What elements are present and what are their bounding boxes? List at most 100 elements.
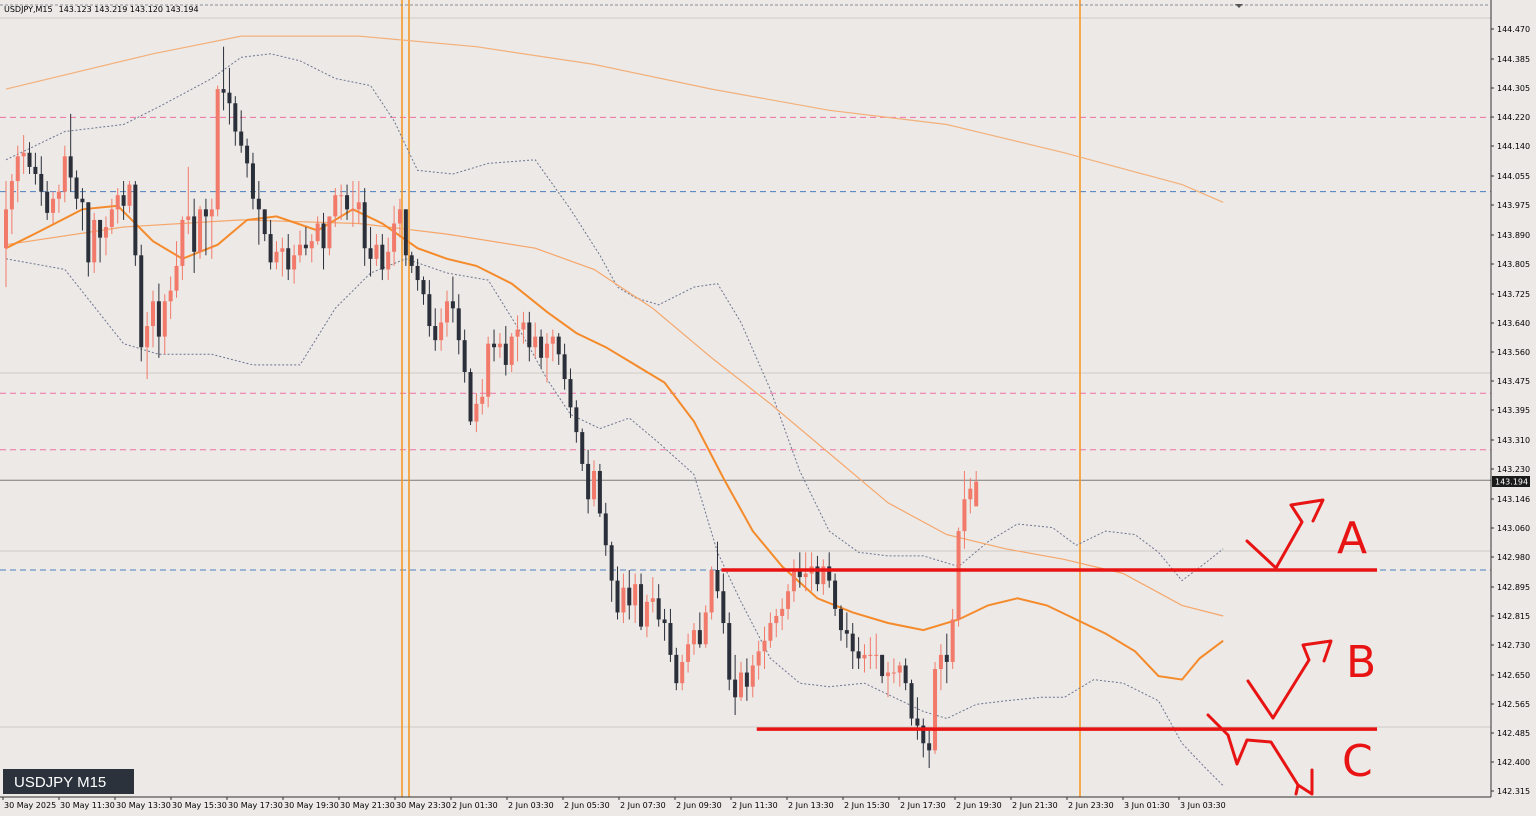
- candle-bearish: [580, 432, 585, 464]
- candle-bullish: [644, 601, 649, 627]
- candle-bullish: [521, 322, 526, 330]
- price-tick-label: 144.470: [1497, 25, 1530, 34]
- candle-bearish: [574, 407, 579, 433]
- candle-bearish: [462, 340, 467, 372]
- candles: [4, 46, 979, 769]
- candle-bearish: [586, 463, 591, 500]
- candle-bearish: [133, 184, 138, 256]
- scenario-c-arrow[interactable]: [1206, 713, 1314, 796]
- candle-bearish: [556, 336, 561, 355]
- candle-bearish: [362, 202, 367, 249]
- candle-bullish: [486, 343, 491, 397]
- candle-bearish: [74, 177, 79, 199]
- time-tick-label: 2 Jun 23:30: [1068, 801, 1114, 810]
- candle-bearish: [256, 198, 261, 210]
- candle-bearish: [239, 131, 244, 146]
- candle-bearish: [797, 570, 802, 578]
- candle-bearish: [674, 654, 679, 684]
- price-tick-label: 142.895: [1497, 583, 1530, 592]
- candle-bearish: [627, 587, 632, 606]
- price-tick-label: 143.310: [1497, 436, 1530, 445]
- candle-bearish: [603, 513, 608, 546]
- candle-bullish: [350, 209, 355, 211]
- candle-bullish: [780, 608, 785, 616]
- candle-bearish: [562, 354, 567, 380]
- candle-bearish: [321, 223, 326, 249]
- candle-bullish: [115, 195, 120, 210]
- candle-bullish: [298, 244, 302, 256]
- price-axis[interactable]: 144.470 144.385 144.305 144.220 144.140 144.0…: [1491, 25, 1530, 796]
- scenario-a-arrow[interactable]: [1245, 498, 1325, 570]
- price-tick-label: 143.395: [1497, 406, 1530, 415]
- time-axis[interactable]: 30 May 2025 30 May 11:30 30 May 13:30 30 Ma…: [2, 797, 1226, 810]
- candle-bearish: [733, 679, 738, 698]
- price-tick-label: 144.055: [1497, 172, 1530, 181]
- time-tick-label: 2 Jun 15:30: [844, 801, 890, 810]
- candle-bullish: [315, 223, 320, 242]
- candle-bullish: [756, 651, 761, 666]
- candle-bearish: [139, 255, 144, 348]
- candle-bullish: [633, 584, 638, 606]
- candle-bearish: [539, 336, 544, 358]
- chart-shift-marker-icon[interactable]: [1235, 4, 1243, 8]
- candle-bearish: [68, 156, 73, 178]
- candle-bearish: [156, 301, 161, 337]
- candle-bearish: [656, 598, 661, 620]
- time-tick-label: 2 Jun 19:30: [956, 801, 1002, 810]
- candle-bullish: [51, 198, 56, 213]
- annotation-arrows[interactable]: [1206, 498, 1333, 796]
- candle-bullish: [103, 227, 108, 238]
- time-tick-label: 3 Jun 01:30: [1124, 801, 1170, 810]
- candle-bullish: [862, 654, 867, 659]
- candle-bearish: [33, 166, 38, 174]
- candle-bearish: [192, 216, 197, 252]
- candle-bullish: [9, 181, 14, 210]
- time-tick-label: 30 May 23:30: [396, 801, 451, 810]
- current-price-label: 143.194: [1495, 478, 1528, 487]
- candle-bearish: [98, 219, 103, 238]
- candle-bullish: [15, 156, 20, 182]
- candle-bearish: [345, 195, 350, 210]
- time-tick-label: 2 Jun 01:30: [452, 801, 498, 810]
- candle-bullish: [309, 241, 314, 249]
- price-tick-label: 143.640: [1497, 319, 1530, 328]
- price-tick-label: 144.140: [1497, 142, 1530, 151]
- price-tick-label: 143.230: [1497, 465, 1530, 474]
- candle-bearish: [597, 470, 602, 514]
- candle-bearish: [944, 654, 949, 662]
- candle-bearish: [86, 202, 91, 263]
- candle-bullish: [274, 251, 279, 263]
- candle-bearish: [227, 92, 232, 104]
- candle-bullish: [703, 612, 708, 645]
- candle-bullish: [709, 570, 714, 613]
- candle-bullish: [739, 672, 743, 698]
- candle-bearish: [662, 619, 667, 624]
- candle-bullish: [950, 619, 955, 662]
- time-tick-label: 30 May 15:30: [172, 801, 227, 810]
- moving-average-long: [5, 35, 1224, 203]
- scenario-b-arrow[interactable]: [1246, 639, 1333, 720]
- candle-bearish: [697, 630, 702, 645]
- candle-bearish: [727, 623, 732, 680]
- candle-bearish: [456, 308, 461, 341]
- time-tick-label: 2 Jun 21:30: [1012, 801, 1058, 810]
- candle-bearish: [744, 672, 749, 687]
- header-symbol: USDJPY,M15: [4, 5, 53, 14]
- candle-bullish: [509, 336, 514, 365]
- candle-bullish: [209, 209, 214, 217]
- price-tick-label: 142.815: [1497, 612, 1530, 621]
- candle-bullish: [127, 184, 132, 206]
- candle-bullish: [333, 195, 338, 217]
- price-tick-label: 143.975: [1497, 201, 1530, 210]
- candle-bullish: [386, 251, 391, 270]
- moving-average-slow: [5, 219, 1224, 617]
- candle-bullish: [180, 219, 185, 266]
- candle-bullish: [515, 329, 520, 337]
- drawn-lines[interactable]: [721, 568, 1378, 731]
- candle-bearish: [880, 654, 885, 677]
- candle-bullish: [750, 665, 755, 687]
- candle-bullish: [968, 488, 973, 500]
- candle-bearish: [909, 683, 914, 719]
- price-tick-label: 144.305: [1497, 84, 1530, 93]
